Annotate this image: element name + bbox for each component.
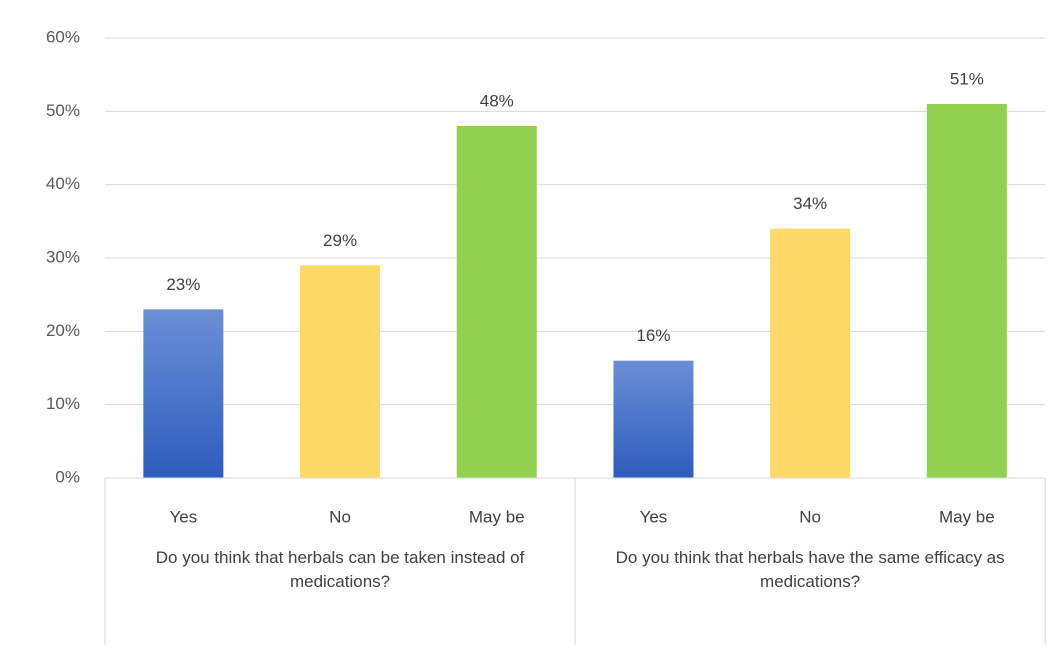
group-label: Do you think that herbals can be taken i… xyxy=(155,548,525,591)
bar xyxy=(300,265,381,478)
data-label: 48% xyxy=(480,91,514,110)
x-tick-label: Yes xyxy=(640,507,668,526)
data-label: 29% xyxy=(323,231,357,250)
y-tick-label: 20% xyxy=(46,321,80,340)
data-label: 23% xyxy=(166,275,200,294)
y-tick-label: 0% xyxy=(55,467,80,486)
data-label: 51% xyxy=(950,69,984,88)
x-tick-label: May be xyxy=(469,507,525,526)
x-tick-label: No xyxy=(799,507,821,526)
y-tick-label: 30% xyxy=(46,247,80,266)
bar xyxy=(926,104,1007,478)
y-tick-label: 60% xyxy=(46,27,80,46)
bar xyxy=(456,126,537,478)
y-tick-label: 40% xyxy=(46,174,80,193)
bar xyxy=(143,309,224,478)
x-tick-label: No xyxy=(329,507,351,526)
data-label: 34% xyxy=(793,194,827,213)
data-label: 16% xyxy=(636,326,670,345)
y-tick-label: 10% xyxy=(46,394,80,413)
x-tick-label: May be xyxy=(939,507,995,526)
bar xyxy=(613,360,694,478)
x-tick-label: Yes xyxy=(169,507,197,526)
y-tick-label: 50% xyxy=(46,101,80,120)
group-label: Do you think that herbals have the same … xyxy=(615,548,1005,591)
bar xyxy=(770,228,851,478)
